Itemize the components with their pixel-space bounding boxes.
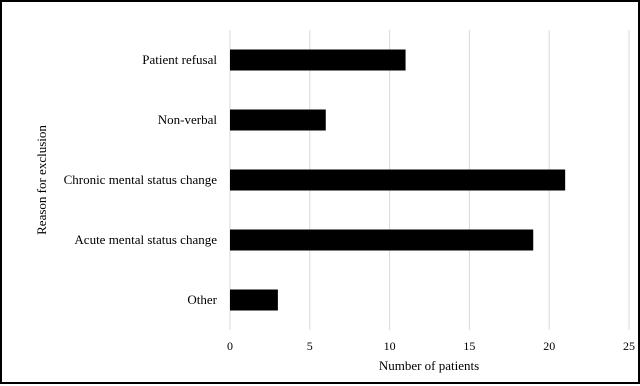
bar-chronic-mental-status-change (230, 169, 566, 191)
bar-other (230, 289, 278, 311)
category-label: Chronic mental status change (64, 172, 218, 187)
bars (230, 49, 566, 311)
category-label: Other (187, 292, 217, 307)
x-tick-label: 5 (307, 339, 313, 353)
x-tick-labels: 0 5 10 15 20 25 (227, 339, 635, 353)
x-tick-label: 20 (543, 339, 555, 353)
x-tick-label: 10 (384, 339, 396, 353)
bar-acute-mental-status-change (230, 229, 534, 251)
category-label: Acute mental status change (74, 232, 217, 247)
category-labels: Patient refusal Non-verbal Chronic mental … (64, 52, 218, 307)
bar-non-verbal (230, 109, 326, 131)
category-label: Non-verbal (158, 112, 218, 127)
x-tick-label: 15 (463, 339, 475, 353)
x-tick-label: 25 (623, 339, 635, 353)
bar-patient-refusal (230, 49, 406, 71)
y-axis-title: Reason for exclusion (34, 125, 49, 235)
x-axis-title: Number of patients (379, 358, 479, 373)
x-tick-label: 0 (227, 339, 233, 353)
category-label: Patient refusal (142, 52, 217, 67)
